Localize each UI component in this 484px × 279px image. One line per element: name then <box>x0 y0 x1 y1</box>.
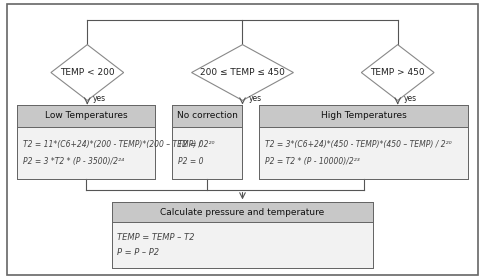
Text: TEMP < 200: TEMP < 200 <box>60 68 114 77</box>
Text: T2 = 0: T2 = 0 <box>178 140 203 148</box>
Text: P2 = 0: P2 = 0 <box>178 157 203 166</box>
Text: High Temperatures: High Temperatures <box>320 111 406 120</box>
FancyBboxPatch shape <box>172 105 242 127</box>
Text: yes: yes <box>403 94 416 103</box>
Text: P2 = 3 *T2 * (P - 3500)/2²⁴: P2 = 3 *T2 * (P - 3500)/2²⁴ <box>23 157 123 166</box>
Polygon shape <box>191 45 293 100</box>
FancyBboxPatch shape <box>259 105 467 127</box>
FancyBboxPatch shape <box>111 202 373 222</box>
FancyBboxPatch shape <box>7 4 477 275</box>
Text: No correction: No correction <box>177 111 237 120</box>
Text: P = P – P2: P = P – P2 <box>117 248 159 257</box>
Text: T2 = 3*(C6+24)*(450 - TEMP)*(450 – TEMP) / 2²⁰: T2 = 3*(C6+24)*(450 - TEMP)*(450 – TEMP)… <box>265 140 451 148</box>
Text: T2 = 11*(C6+24)*(200 - TEMP)*(200 – TEMP) / 2²⁰: T2 = 11*(C6+24)*(200 - TEMP)*(200 – TEMP… <box>23 140 214 148</box>
FancyBboxPatch shape <box>259 127 467 179</box>
Text: TEMP = TEMP – T2: TEMP = TEMP – T2 <box>117 233 195 242</box>
Polygon shape <box>51 45 123 100</box>
Text: Calculate pressure and temperature: Calculate pressure and temperature <box>160 208 324 217</box>
FancyBboxPatch shape <box>17 105 155 127</box>
Text: yes: yes <box>248 94 261 103</box>
Text: 200 ≤ TEMP ≤ 450: 200 ≤ TEMP ≤ 450 <box>199 68 285 77</box>
Text: P2 = T2 * (P - 10000)/2²³: P2 = T2 * (P - 10000)/2²³ <box>265 157 359 166</box>
Polygon shape <box>361 45 433 100</box>
FancyBboxPatch shape <box>172 127 242 179</box>
Text: TEMP > 450: TEMP > 450 <box>370 68 424 77</box>
FancyBboxPatch shape <box>17 127 155 179</box>
FancyBboxPatch shape <box>111 222 373 268</box>
Text: yes: yes <box>93 94 106 103</box>
Text: Low Temperatures: Low Temperatures <box>45 111 127 120</box>
